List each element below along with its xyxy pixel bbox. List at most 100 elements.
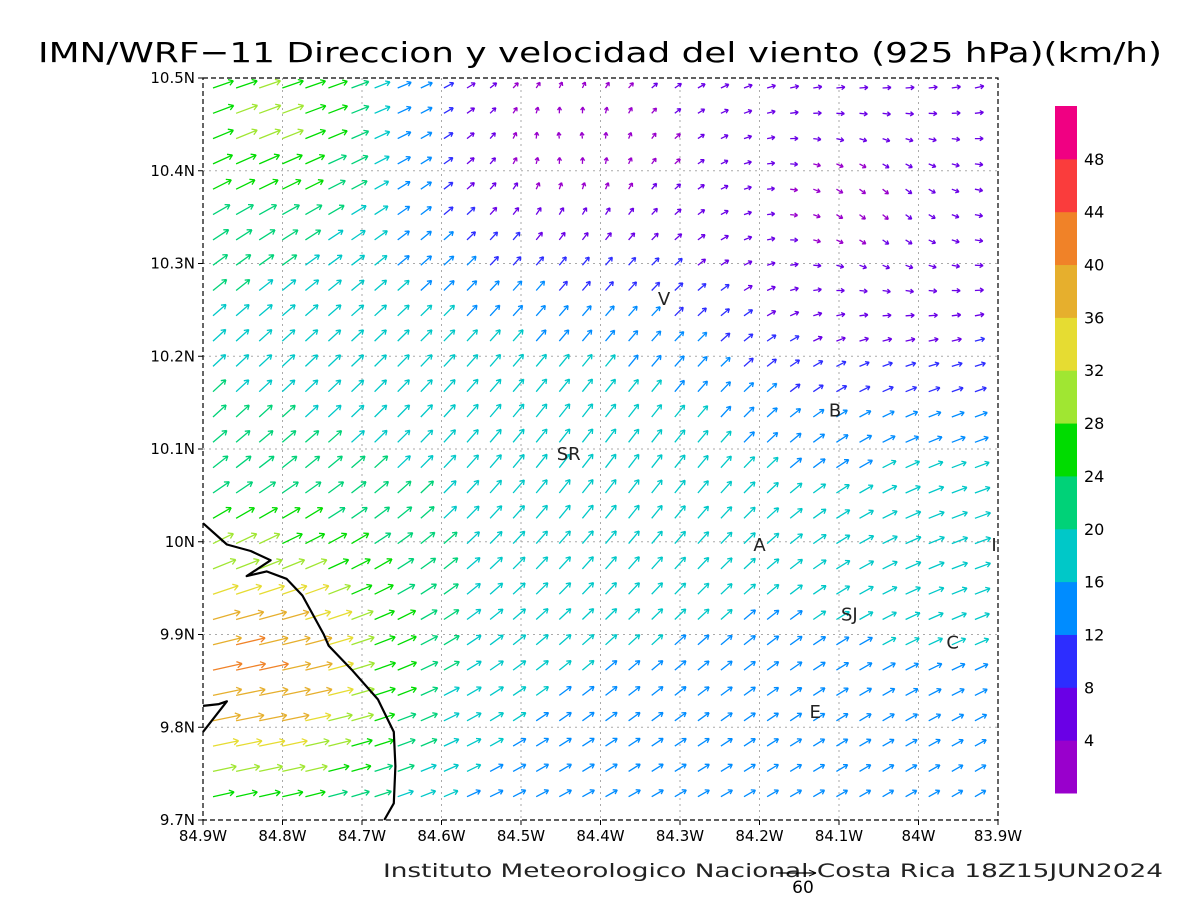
wind-vector-597: [651, 504, 663, 519]
wind-vector-860: [443, 712, 460, 722]
wind-vector-228: [766, 236, 776, 242]
wind-vector-906: [720, 737, 733, 747]
wind-vector-899: [558, 737, 572, 747]
wind-vector-268: [905, 264, 914, 270]
wind-vector-239: [235, 254, 252, 266]
x-tick-label-6: 84.3W: [656, 827, 704, 845]
wind-vector-547: [281, 481, 299, 494]
wind-vector-574: [905, 485, 921, 494]
wind-vector-951: [974, 764, 987, 772]
wind-vector-968: [582, 789, 595, 798]
wind-vector-397: [743, 357, 754, 367]
wind-vector-826: [443, 686, 460, 696]
wind-vector-85: [603, 131, 609, 139]
wind-vector-711: [928, 586, 945, 595]
wind-vector-252: [535, 256, 545, 266]
wind-vector-695: [558, 582, 572, 595]
wind-vector-36: [258, 103, 282, 114]
wind-vector-875: [789, 712, 803, 722]
wind-vector-947: [882, 764, 895, 772]
wind-vector-381: [374, 354, 387, 367]
wind-vector-453: [466, 403, 479, 418]
place-label-a: A: [753, 535, 766, 556]
wind-vector-884: [212, 737, 240, 747]
wind-vector-412: [304, 379, 319, 393]
wind-vector-385: [466, 353, 479, 367]
wind-vector-89: [697, 133, 705, 140]
wind-vector-687: [374, 583, 394, 595]
wind-vector-369: [882, 336, 893, 343]
wind-vector-19: [651, 82, 659, 89]
wind-vector-325: [651, 306, 661, 317]
wind-vector-970: [628, 789, 641, 798]
wind-vector-730: [581, 607, 595, 620]
wind-vector-955: [282, 789, 304, 798]
wind-vector-185: [558, 207, 565, 215]
wind-vector-315: [420, 304, 433, 317]
wind-vector-40: [351, 104, 370, 114]
wind-vector-682: [258, 583, 286, 595]
wind-vector-945: [836, 763, 849, 772]
wind-vector-182: [489, 206, 498, 216]
wind-vector-187: [604, 207, 611, 215]
wind-vector-531: [697, 454, 709, 469]
wind-vector-505: [882, 434, 896, 443]
wind-vector-647: [235, 558, 260, 570]
wind-vector-608: [905, 510, 922, 519]
wind-vector-534: [766, 456, 779, 469]
wind-vector-664: [628, 556, 640, 570]
wind-vector-618: [351, 532, 370, 545]
wind-vector-342: [258, 329, 273, 342]
wind-vector-157: [697, 184, 705, 190]
wind-vector-324: [628, 305, 638, 317]
wind-vector-0: [212, 78, 234, 89]
wind-vector-721: [374, 609, 395, 621]
wind-vector-585: [374, 506, 391, 519]
wind-vector-530: [674, 454, 686, 469]
wind-vector-249: [466, 255, 477, 266]
wind-vector-780: [951, 637, 967, 646]
colorbar-swatch-2: [1055, 634, 1077, 688]
wind-vector-238: [212, 253, 229, 266]
wind-vector-374: [212, 353, 227, 367]
wind-vector-807: [789, 661, 803, 671]
wind-vector-710: [905, 586, 921, 595]
wind-vector-420: [489, 378, 502, 393]
wind-vector-138: [258, 178, 279, 190]
wind-vector-411: [281, 379, 296, 393]
wind-vector-669: [743, 557, 756, 570]
wind-vector-328: [720, 308, 731, 317]
wind-vector-391: [604, 354, 616, 367]
wind-vector-236: [951, 238, 960, 244]
wind-vector-889: [328, 738, 352, 747]
wind-vector-34: [212, 103, 235, 114]
wind-vector-838: [720, 686, 733, 696]
wind-vector-798: [581, 659, 595, 671]
wind-vector-290: [628, 281, 638, 291]
wind-vector-363: [743, 333, 754, 342]
wind-vector-749: [235, 635, 266, 646]
wind-vectors: [212, 78, 992, 798]
wind-vector-737: [743, 609, 757, 620]
wind-vector-108: [351, 154, 369, 165]
wind-vector-609: [928, 510, 945, 519]
wind-vector-203: [974, 212, 984, 219]
wind-vector-565: [697, 480, 709, 494]
colorbar-swatch-4: [1055, 528, 1077, 583]
wind-vector-496: [674, 429, 686, 443]
wind-vector-134: [951, 162, 960, 168]
wind-vector-520: [443, 454, 457, 469]
wind-vector-691: [466, 582, 481, 595]
wind-vector-593: [558, 504, 571, 519]
wind-vector-357: [605, 329, 616, 342]
wind-vector-921: [282, 763, 306, 773]
wind-vector-775: [836, 636, 850, 646]
wind-vector-896: [489, 737, 504, 747]
wind-vector-497: [697, 429, 709, 443]
wind-vector-287: [558, 280, 568, 291]
wind-vector-925: [374, 763, 394, 773]
wind-vector-207: [281, 229, 299, 241]
wind-vector-518: [397, 455, 411, 469]
wind-vector-253: [558, 256, 567, 266]
wind-vector-692: [489, 582, 504, 595]
